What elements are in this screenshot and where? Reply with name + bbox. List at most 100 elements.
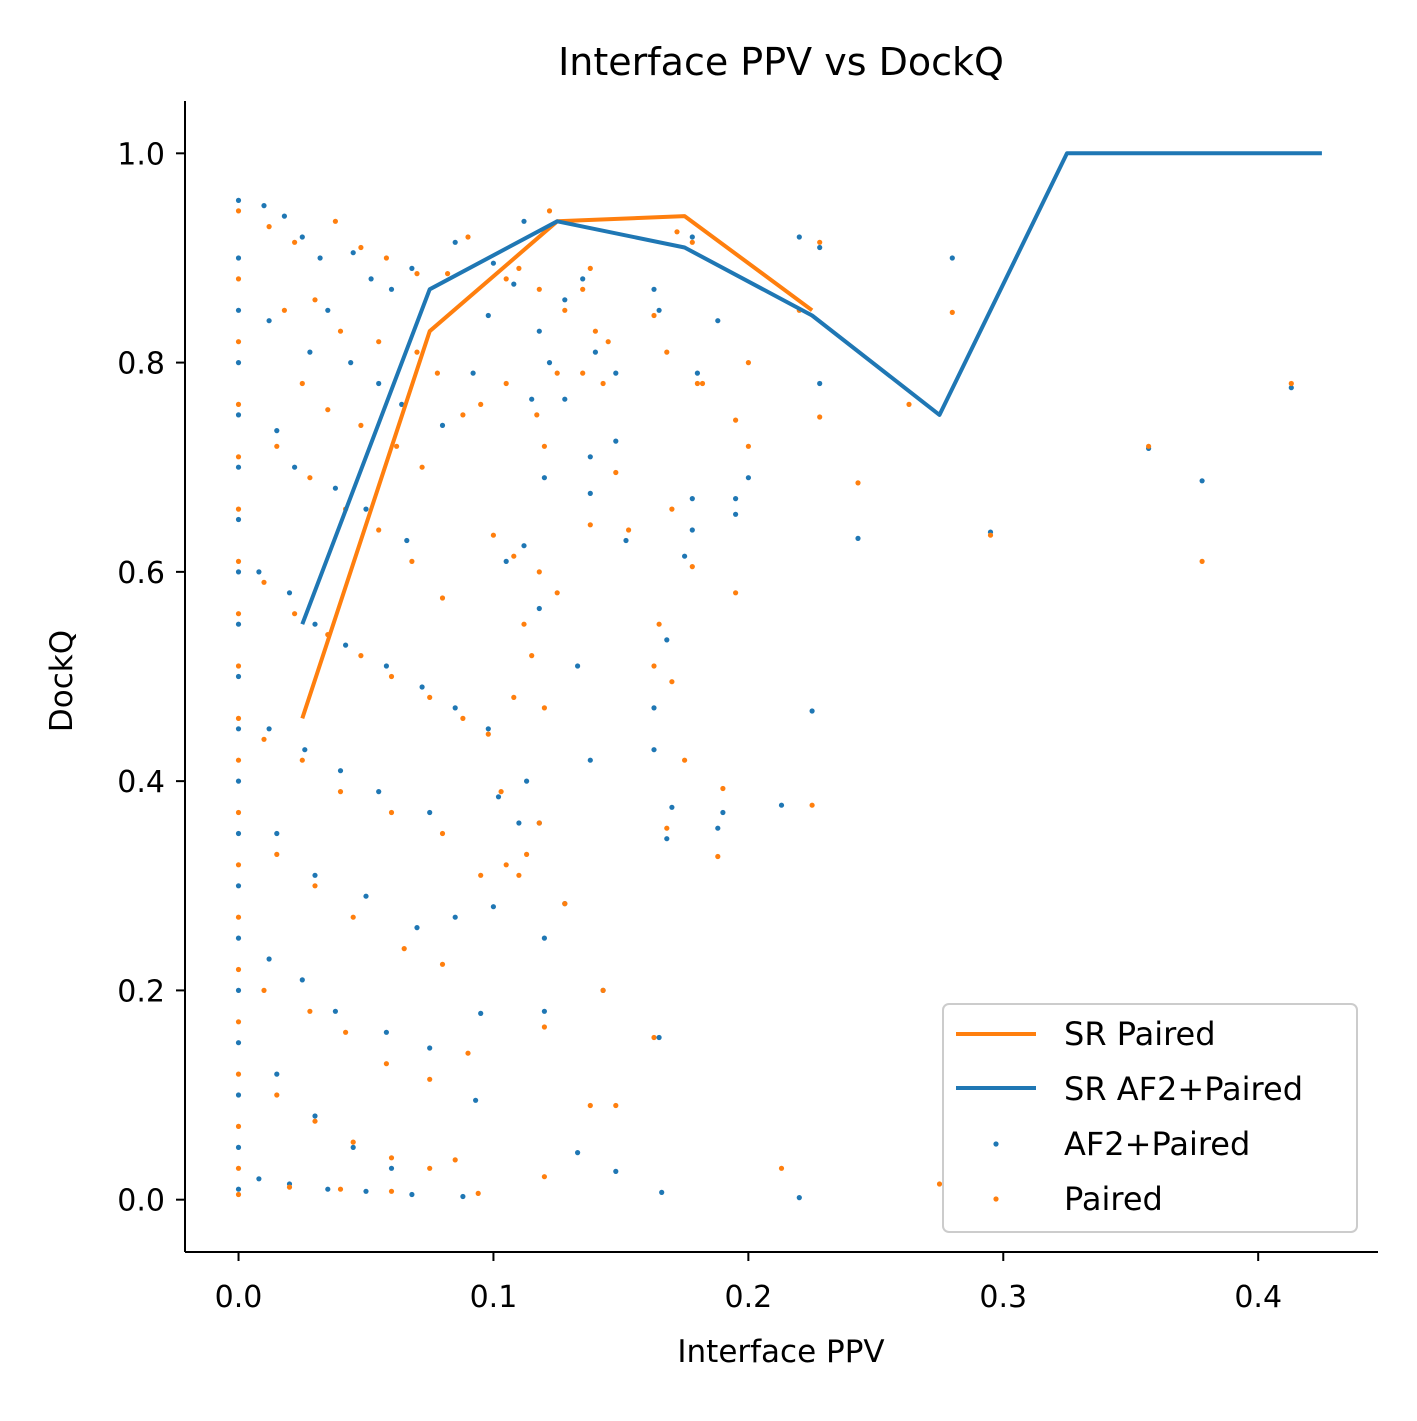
legend: SR Paired SR AF2+Paired AF2+Paired Paire…: [942, 1003, 1358, 1233]
scatter-series-paired: [235, 208, 1294, 1198]
scatter-point: [664, 836, 670, 842]
scatter-point: [266, 224, 272, 230]
scatter-point: [536, 605, 542, 612]
scatter-point: [317, 255, 323, 261]
scatter-point: [235, 255, 242, 261]
scatter-point: [337, 1186, 344, 1192]
scatter-point: [274, 851, 280, 858]
scatter-point: [987, 532, 994, 538]
scatter-point: [796, 1195, 802, 1201]
scatter-point: [613, 438, 619, 444]
scatter-point: [536, 328, 542, 334]
scatter-point: [312, 621, 318, 627]
y-tick-label: 0.6: [117, 556, 165, 591]
scatter-point: [485, 726, 491, 732]
scatter-point: [817, 244, 823, 251]
y-tick-label: 0.0: [117, 1184, 165, 1219]
scatter-point: [235, 1191, 242, 1198]
scatter-point: [1288, 385, 1294, 391]
scatter-point: [312, 872, 318, 878]
scatter-point: [541, 705, 548, 711]
scatter-point: [855, 535, 861, 542]
scatter-point: [562, 307, 568, 313]
scatter-point: [299, 380, 305, 387]
scatter-point: [521, 543, 527, 549]
scatter-point: [809, 802, 815, 808]
scatter-point: [383, 255, 389, 261]
scatter-point: [261, 579, 267, 585]
scatter-point: [235, 569, 242, 575]
scatter-point: [307, 475, 313, 481]
scatter-point: [778, 1165, 785, 1171]
scatter-point: [350, 1139, 356, 1145]
scatter-point: [541, 935, 548, 941]
scatter-point: [485, 731, 491, 737]
scatter-point: [689, 527, 695, 533]
scatter-point: [699, 380, 706, 387]
scatter-point: [235, 1165, 242, 1171]
scatter-point: [715, 825, 721, 831]
scatter-point: [745, 443, 752, 449]
scatter-point: [427, 1076, 433, 1082]
scatter-point: [587, 757, 593, 763]
scatter-point: [745, 475, 752, 481]
x-axis-label: Interface PPV: [677, 1334, 884, 1370]
scatter-point: [235, 935, 242, 941]
scatter-point: [235, 412, 242, 418]
scatter-point: [689, 496, 695, 502]
scatter-point: [299, 757, 305, 763]
series-line-sr-af2-paired: [300, 151, 1322, 625]
scatter-point: [689, 234, 695, 240]
scatter-point: [350, 914, 356, 920]
scatter-point: [651, 1034, 657, 1041]
scatter-point: [745, 360, 752, 366]
scatter-point: [715, 853, 721, 860]
scatter-point: [281, 213, 287, 219]
scatter-point: [235, 197, 242, 203]
scatter-point: [261, 203, 267, 209]
scatter-point: [427, 694, 433, 701]
scatter-point: [452, 1157, 458, 1163]
scatter-point: [235, 715, 242, 722]
scatter-point: [312, 1113, 318, 1119]
scatter-point: [669, 804, 675, 810]
scatter-point: [587, 490, 593, 496]
scatter-point: [388, 809, 395, 816]
scatter-point: [592, 349, 599, 355]
scatter-point: [651, 705, 657, 711]
scatter-point: [664, 825, 670, 831]
scatter-point: [503, 276, 509, 282]
scatter-point: [445, 271, 451, 277]
x-tick-label: 0.0: [215, 1280, 263, 1315]
x-axis-ticks: 0.0 0.1 0.2 0.3 0.4: [215, 1252, 1282, 1315]
scatter-point: [516, 872, 522, 878]
scatter-point: [949, 255, 955, 261]
scatter-point: [399, 401, 405, 407]
scatter-point: [325, 1186, 331, 1192]
scatter-point: [235, 663, 242, 669]
scatter-point: [1146, 443, 1152, 449]
scatter-point: [292, 611, 298, 617]
scatter-point: [541, 1008, 548, 1014]
scatter-point: [261, 987, 267, 994]
scatter-point: [613, 370, 619, 376]
scatter-point: [414, 349, 420, 355]
y-tick-label: 1.0: [117, 137, 165, 172]
scatter-point: [235, 516, 242, 523]
scatter-point: [516, 820, 522, 826]
scatter-point: [613, 1168, 619, 1174]
scatter-point: [376, 527, 382, 533]
scatter-point: [541, 475, 548, 481]
scatter-point: [235, 464, 242, 470]
scatter-point: [613, 1102, 619, 1109]
scatter-point: [292, 239, 298, 245]
scatter-point: [409, 265, 415, 271]
scatter-point: [274, 428, 280, 434]
scatter-point: [235, 757, 242, 763]
scatter-point: [605, 339, 611, 345]
scatter-point: [592, 328, 599, 334]
scatter-point: [511, 553, 517, 559]
scatter-point: [388, 1188, 395, 1194]
scatter-point: [546, 360, 553, 366]
scatter-point: [465, 234, 471, 240]
